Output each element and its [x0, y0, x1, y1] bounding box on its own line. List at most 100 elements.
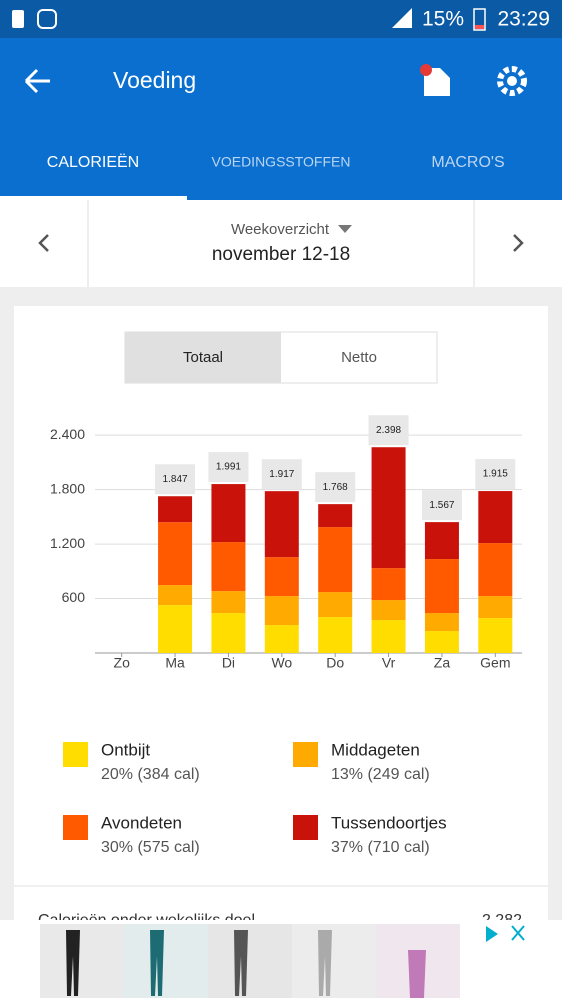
tab-indicator: [0, 196, 187, 200]
legend-swatch: [63, 742, 88, 767]
bar-segment: [264, 596, 299, 626]
settings-hub: [507, 76, 517, 86]
tab[interactable]: MACRO'S: [431, 154, 504, 171]
total-label: 1.567: [429, 500, 454, 511]
bar-segment: [424, 522, 459, 560]
total-label: 2.398: [376, 425, 401, 436]
total-label-box: [155, 464, 196, 495]
app-bar: [0, 38, 562, 200]
bar-segment: [371, 568, 406, 601]
bar-segment: [211, 591, 246, 614]
total-label-box: [368, 415, 409, 446]
bar-segment: [158, 522, 193, 586]
bar-segment: [424, 631, 459, 653]
bar-segment: [371, 620, 406, 653]
x-tick-label: Zo: [114, 655, 131, 671]
toggle-option[interactable]: Totaal: [183, 349, 223, 366]
toggle-option[interactable]: Netto: [341, 349, 377, 366]
settings-button[interactable]: [497, 66, 527, 96]
ad-image[interactable]: [292, 924, 376, 998]
x-tick-label: Za: [434, 655, 451, 671]
status-bar: [0, 0, 562, 38]
signal-icon: [392, 8, 412, 28]
week-range: november 12-18: [212, 244, 350, 265]
total-label: 1.991: [216, 462, 241, 473]
ad-figure: [150, 930, 164, 996]
total-label: 1.847: [163, 474, 188, 485]
y-tick-label: 1.800: [50, 480, 85, 496]
y-tick-label: 2.400: [50, 426, 85, 442]
badge: [420, 64, 432, 76]
total-label-box: [421, 490, 462, 521]
notification-icon: [12, 10, 24, 28]
bar-segment: [478, 543, 513, 597]
chart: 600 1.200 1.800 2.400 Zo Ma 1.847 Di 1.991 Wo 1.91…: [50, 415, 522, 856]
ad-close[interactable]: [511, 925, 525, 941]
x-tick-label: Vr: [382, 655, 396, 671]
week-selector: [0, 200, 562, 287]
legend-swatch: [293, 815, 318, 840]
legend-label: Middageten: [331, 740, 420, 759]
bar-segment: [158, 496, 193, 523]
tab[interactable]: VOEDINGSSTOFFEN: [212, 154, 351, 170]
total-label: 1.768: [323, 482, 348, 493]
bar-segment: [211, 542, 246, 592]
total-label-box: [475, 459, 516, 490]
next-week[interactable]: [513, 234, 524, 252]
bar-segment: [318, 592, 353, 618]
ad-figure: [66, 930, 80, 996]
legend-label: Ontbijt: [101, 740, 150, 759]
prev-week[interactable]: [38, 234, 49, 252]
back-button[interactable]: [24, 68, 50, 94]
legend-value: 30% (575 cal): [101, 839, 200, 856]
bar-segment: [264, 625, 299, 653]
battery-level: [475, 25, 484, 29]
legend-label: Tussendoortjes: [331, 813, 447, 832]
battery-text: 15%: [422, 8, 464, 31]
bar-segment: [264, 557, 299, 597]
legend-value: 13% (249 cal): [331, 766, 430, 783]
x-tick-label: Gem: [480, 655, 510, 671]
total-label-box: [315, 472, 356, 503]
bar-segment: [158, 605, 193, 653]
bar-segment: [158, 585, 193, 606]
bar-segment: [264, 491, 299, 558]
y-tick-label: 1.200: [50, 535, 85, 551]
x-tick-label: Do: [326, 655, 344, 671]
bar-segment: [211, 484, 246, 543]
ad-image[interactable]: [208, 924, 292, 998]
bar-segment: [318, 617, 353, 653]
ad-figure: [408, 950, 426, 998]
battery-icon: [473, 8, 486, 31]
legend-value: 20% (384 cal): [101, 766, 200, 783]
bar-segment: [318, 504, 353, 528]
bar-segment: [318, 527, 353, 593]
toggle-active: [125, 332, 281, 383]
legend-swatch: [293, 742, 318, 767]
x-tick-label: Wo: [271, 655, 292, 671]
ad-choices[interactable]: [486, 926, 498, 942]
total-label-box: [208, 452, 249, 483]
legend-value: 37% (710 cal): [331, 839, 430, 856]
total-label: 1.917: [269, 469, 294, 480]
ad-image[interactable]: [124, 924, 208, 998]
x-tick-label: Di: [222, 655, 235, 671]
bar-segment: [478, 491, 513, 544]
clock: 23:29: [497, 8, 550, 31]
bar-segment: [478, 618, 513, 653]
bar-segment: [211, 613, 246, 653]
tab[interactable]: CALORIEËN: [47, 153, 139, 171]
week-dropdown[interactable]: Weekoverzicht: [231, 221, 330, 238]
y-tick-label: 600: [62, 589, 86, 605]
ad-figure: [234, 930, 248, 996]
total-label-box: [261, 459, 302, 490]
x-tick-label: Ma: [165, 655, 185, 671]
ad-figure: [318, 930, 332, 996]
bar-segment: [371, 447, 406, 569]
bar-segment: [424, 613, 459, 632]
legend-swatch: [63, 815, 88, 840]
export-button[interactable]: [424, 68, 450, 96]
ad-image[interactable]: [40, 924, 124, 998]
